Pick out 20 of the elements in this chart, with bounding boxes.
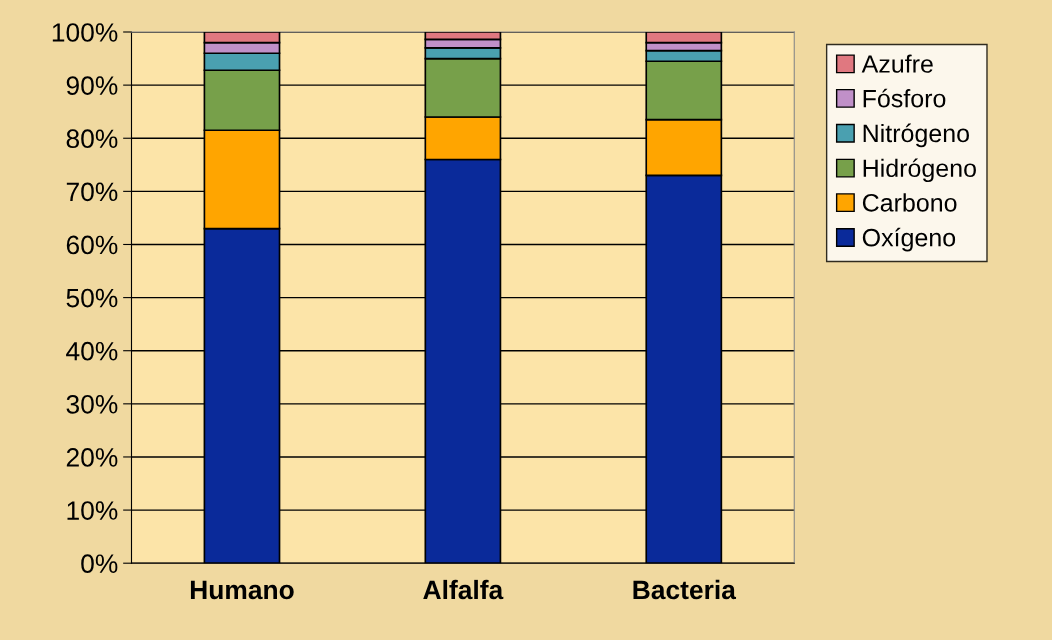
x-tick-label: Bacteria — [633, 579, 737, 600]
y-tick-label: 60% — [66, 235, 118, 255]
legend-label: Nitrógeno — [863, 123, 969, 148]
y-tick-label: 80% — [66, 129, 118, 149]
legend-label: Oxígeno — [862, 227, 956, 252]
y-tick-label: 100% — [52, 23, 118, 42]
legend-label: Fósforo — [863, 88, 946, 108]
y-tick-label: 90% — [66, 76, 118, 95]
x-tick-label: Humano — [190, 580, 294, 600]
legend-label: Carbono — [862, 193, 957, 212]
legend-label: Azufre — [861, 54, 933, 73]
y-tick-label: 20% — [66, 448, 118, 467]
y-tick-label: 40% — [66, 341, 118, 361]
y-tick-label: 50% — [66, 288, 118, 308]
y-tick-label: 70% — [66, 182, 118, 202]
y-tick-label: 30% — [66, 394, 118, 414]
y-tick-label: 0% — [81, 554, 118, 574]
legend-label: Hidrógeno — [863, 158, 976, 183]
y-tick-label: 10% — [67, 501, 118, 520]
x-tick-label: Alfalfa — [423, 579, 504, 600]
